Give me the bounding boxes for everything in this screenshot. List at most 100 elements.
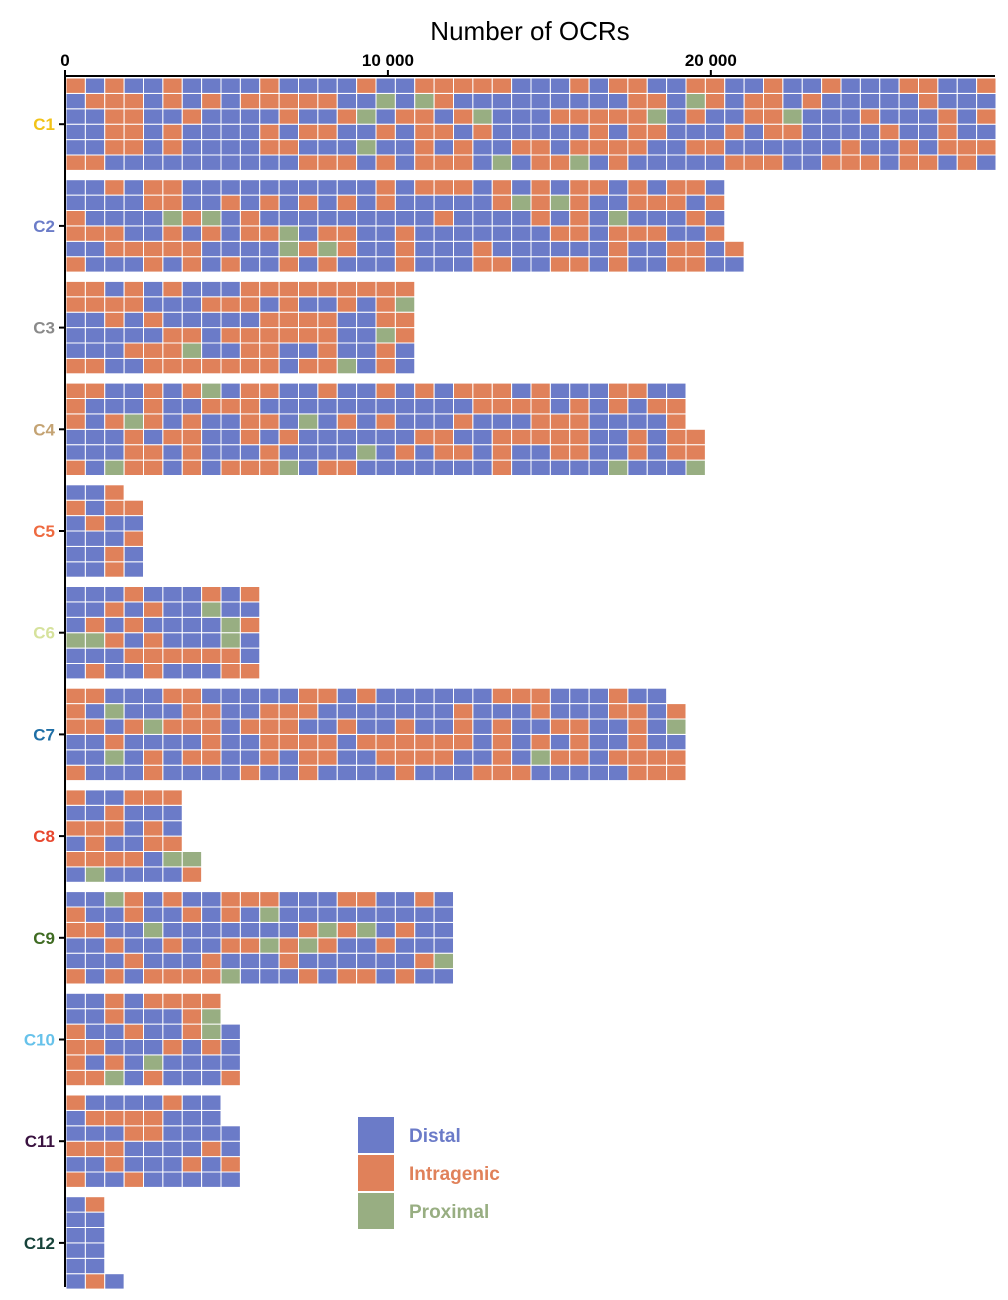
cell-intragenic <box>588 108 610 125</box>
cell-distal <box>220 601 241 618</box>
cell-intragenic <box>259 327 280 344</box>
cell-distal <box>84 256 106 273</box>
cell-intragenic <box>356 687 377 705</box>
cell-distal <box>65 1156 86 1173</box>
cell-intragenic <box>298 733 319 751</box>
cell-distal <box>317 906 338 923</box>
cell-distal <box>162 296 183 313</box>
cell-distal <box>123 601 145 618</box>
cell-distal <box>181 92 203 110</box>
cell-intragenic <box>84 1273 106 1290</box>
cell-distal <box>491 703 513 720</box>
cell-distal <box>123 921 145 939</box>
cell-intragenic <box>569 225 590 242</box>
cell-intragenic <box>394 968 416 985</box>
cell-distal <box>298 108 319 125</box>
cell-intragenic <box>685 428 706 446</box>
legend-swatch-distal <box>358 1117 394 1153</box>
cell-distal <box>65 616 86 634</box>
cell-intragenic <box>666 256 687 273</box>
cell-intragenic <box>162 92 183 110</box>
cell-distal <box>898 108 920 125</box>
cell-distal <box>181 937 203 954</box>
bar-C12 <box>65 1196 125 1290</box>
cell-distal <box>259 296 280 313</box>
cell-intragenic <box>104 296 125 313</box>
cell-intragenic <box>84 835 106 852</box>
cell-intragenic <box>453 444 474 461</box>
cell-intragenic <box>569 444 590 461</box>
cell-distal <box>453 459 474 477</box>
cell-intragenic <box>201 749 222 766</box>
cell-distal <box>104 1039 125 1056</box>
cell-intragenic <box>588 179 610 196</box>
cell-intragenic <box>65 1171 86 1188</box>
cell-intragenic <box>743 154 765 171</box>
cell-intragenic <box>743 108 765 125</box>
cell-distal <box>356 357 377 375</box>
cell-intragenic <box>530 179 551 196</box>
cell-intragenic <box>666 194 687 212</box>
cell-intragenic <box>239 357 261 375</box>
cell-intragenic <box>453 413 474 430</box>
cell-intragenic <box>181 992 203 1010</box>
cell-distal <box>104 835 125 852</box>
cell-distal <box>530 92 551 110</box>
cell-distal <box>317 444 338 461</box>
cell-intragenic <box>104 108 125 125</box>
cell-distal <box>181 154 203 171</box>
cell-distal <box>84 240 106 258</box>
cell-proximal <box>511 194 532 212</box>
cell-intragenic <box>104 1109 125 1127</box>
cell-intragenic <box>569 413 590 430</box>
cell-distal <box>394 937 416 954</box>
cell-intragenic <box>239 92 261 110</box>
cell-distal <box>181 123 203 141</box>
cell-intragenic <box>549 428 571 446</box>
cell-distal <box>84 937 106 954</box>
cell-distal <box>162 663 183 680</box>
cell-distal <box>569 703 590 720</box>
cell-distal <box>317 764 338 782</box>
cell-intragenic <box>685 210 706 227</box>
cell-distal <box>104 382 125 400</box>
cell-intragenic <box>104 413 125 430</box>
cell-distal <box>162 1054 183 1071</box>
cell-distal <box>530 240 551 258</box>
cell-proximal <box>472 108 493 125</box>
cell-intragenic <box>608 154 629 171</box>
cell-intragenic <box>685 77 706 94</box>
cell-distal <box>143 586 164 603</box>
cell-distal <box>491 123 513 141</box>
cell-distal <box>317 718 338 735</box>
cell-distal <box>123 1094 145 1111</box>
cell-distal <box>356 749 377 766</box>
cell-intragenic <box>123 647 145 664</box>
cell-distal <box>801 108 823 125</box>
cell-intragenic <box>65 1039 86 1056</box>
cell-distal <box>65 937 86 954</box>
cell-intragenic <box>414 123 435 141</box>
cell-intragenic <box>956 154 978 171</box>
cell-intragenic <box>627 444 648 461</box>
cell-distal <box>375 444 396 461</box>
cell-distal <box>220 280 241 298</box>
cell-distal <box>84 764 106 782</box>
cell-distal <box>588 413 610 430</box>
cell-distal <box>375 210 396 227</box>
cell-distal <box>569 123 590 141</box>
cell-distal <box>336 311 358 329</box>
cell-intragenic <box>220 194 241 212</box>
cell-distal <box>336 256 358 273</box>
cell-distal <box>220 921 241 939</box>
cell-intragenic <box>84 382 106 400</box>
cell-distal <box>84 601 106 618</box>
cell-distal <box>278 444 300 461</box>
cell-distal <box>220 1125 241 1142</box>
cell-proximal <box>201 210 222 227</box>
cell-distal <box>821 139 842 156</box>
cell-distal <box>530 108 551 125</box>
cell-distal <box>104 586 125 603</box>
cell-distal <box>608 194 629 212</box>
cell-intragenic <box>666 703 687 720</box>
